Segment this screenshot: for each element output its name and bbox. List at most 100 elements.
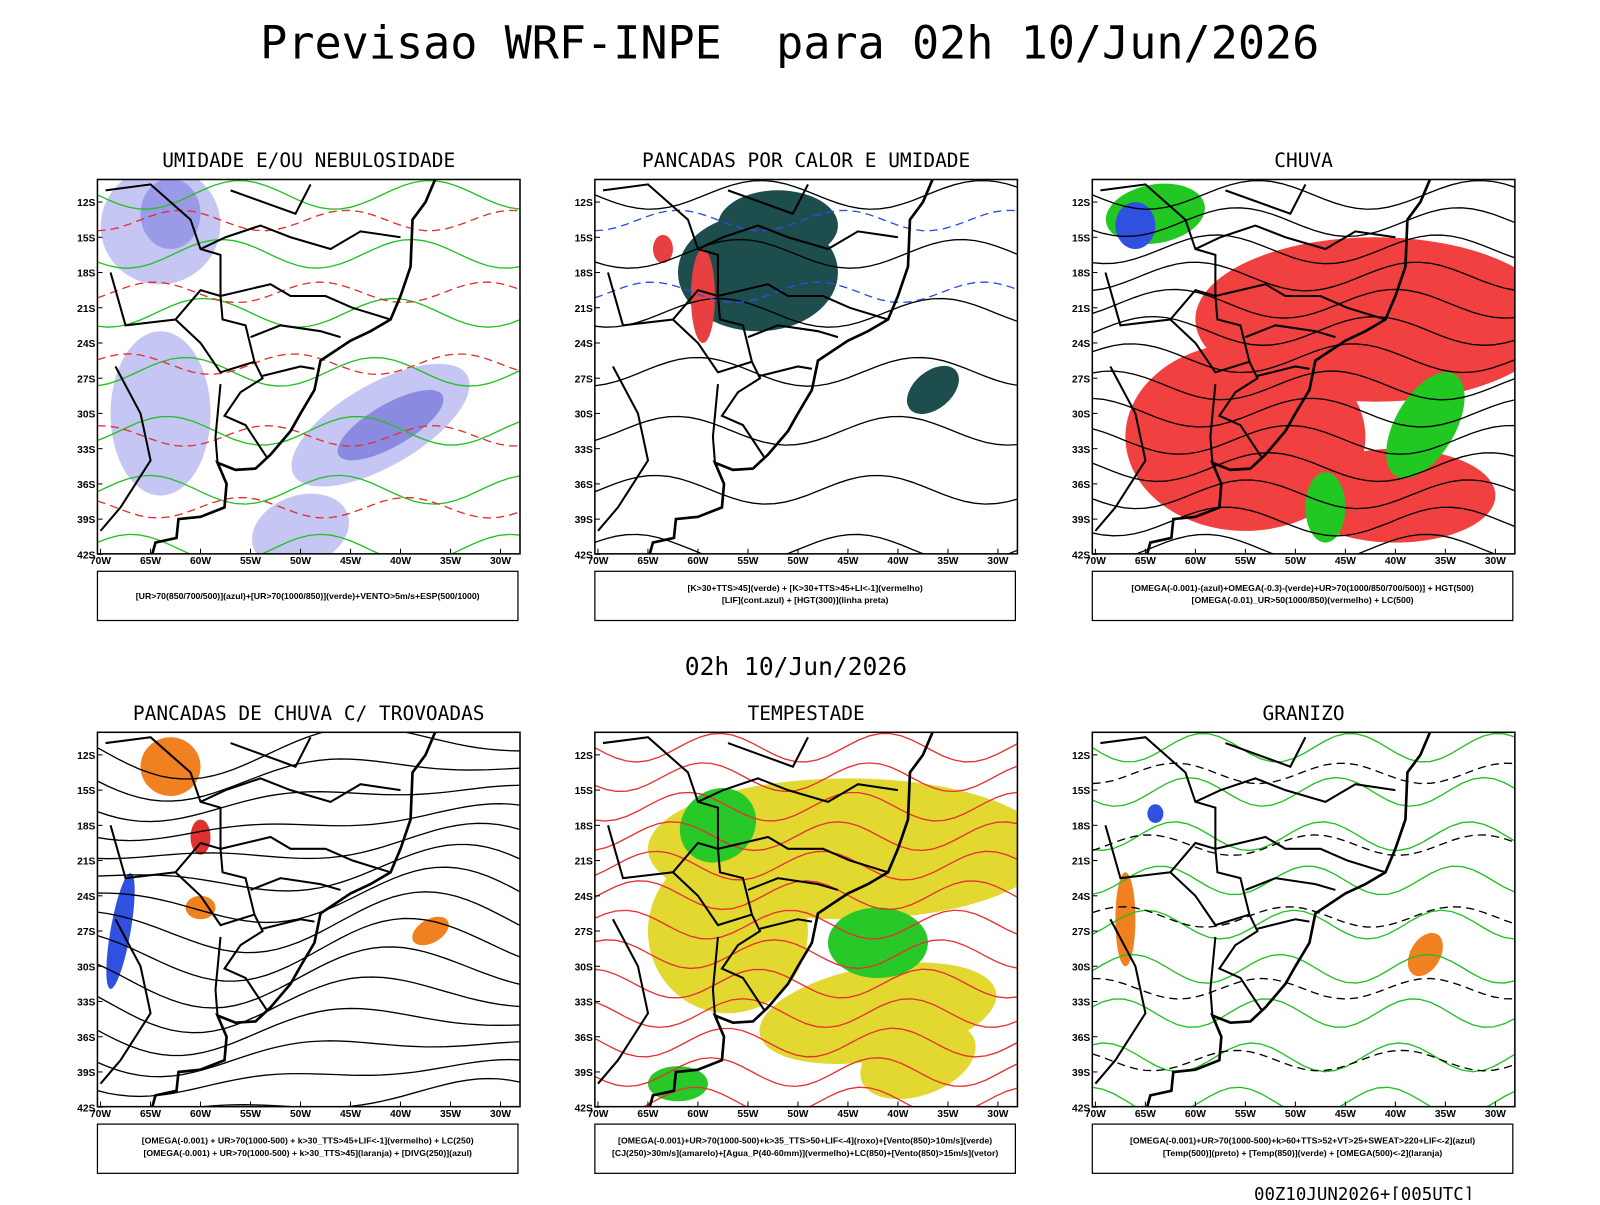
y-tick-label: 15S bbox=[575, 233, 593, 244]
border-line bbox=[727, 183, 809, 216]
contour-line bbox=[97, 415, 520, 446]
y-tick-label: 42S bbox=[575, 550, 593, 561]
contour-line bbox=[1092, 479, 1515, 510]
y-tick-label: 18S bbox=[1072, 821, 1090, 832]
border-line bbox=[1209, 936, 1217, 1016]
legend-text: [K>30+TTS>45](verde) + [K>30+TTS>45+LI<-… bbox=[687, 583, 922, 593]
border-line bbox=[1215, 835, 1386, 874]
y-tick-label: 18S bbox=[575, 821, 593, 832]
contour-line bbox=[97, 297, 520, 328]
border-line bbox=[697, 777, 899, 803]
border-line bbox=[99, 365, 152, 532]
map-panel: UMIDADE E/OU NEBULOSIDADE 12S 15S 18S 21S 24S… bbox=[77, 149, 521, 622]
x-tick-label: 70W bbox=[1085, 556, 1106, 567]
x-tick-label: 40W bbox=[390, 556, 411, 567]
x-tick-label: 40W bbox=[1385, 1109, 1406, 1120]
y-tick-label: 39S bbox=[77, 515, 95, 526]
y-tick-label: 36S bbox=[77, 480, 95, 491]
y-tick-label: 27S bbox=[1072, 927, 1090, 938]
map-area bbox=[1092, 732, 1515, 1107]
legend-text: [OMEGA(-0.001)+UR>70(1000-500)+k>35_TTS>… bbox=[618, 1136, 992, 1146]
shaded-area bbox=[1115, 872, 1136, 967]
contour-line bbox=[1092, 343, 1515, 374]
border-line bbox=[220, 283, 391, 321]
dashed-contour bbox=[594, 281, 1018, 304]
x-tick-label: 50W bbox=[1285, 556, 1306, 567]
dashed-contour bbox=[1092, 834, 1515, 857]
y-tick-label: 30S bbox=[1072, 410, 1090, 421]
y-tick-label: 12S bbox=[1072, 751, 1090, 762]
map-area bbox=[594, 179, 1018, 554]
y-tick-label: 36S bbox=[1072, 1033, 1090, 1044]
border-line bbox=[1194, 224, 1396, 251]
dashed-contour bbox=[97, 281, 520, 304]
y-tick-label: 42S bbox=[77, 1103, 95, 1114]
shaded-area bbox=[190, 819, 211, 855]
legend-text: [OMEGA(-0.001)+UR>70(1000-500)+k>60+TTS>… bbox=[1130, 1136, 1475, 1146]
contour-line bbox=[594, 474, 1018, 505]
legend-text: [UR>70(850/700/500)](azul)+[UR>70(1000/8… bbox=[136, 591, 480, 601]
contour-line bbox=[594, 415, 1018, 446]
border-line bbox=[262, 918, 315, 930]
panel-title: PANCADAS DE CHUVA C/ TROVOADAS bbox=[133, 702, 485, 725]
border-line bbox=[1225, 736, 1307, 768]
y-tick-label: 36S bbox=[1072, 480, 1090, 491]
border-line bbox=[672, 318, 753, 374]
x-tick-label: 60W bbox=[190, 556, 211, 567]
y-tick-label: 30S bbox=[77, 962, 95, 973]
shaded-area bbox=[652, 234, 673, 264]
x-tick-label: 45W bbox=[340, 556, 361, 567]
border-line bbox=[1257, 918, 1310, 930]
border-line bbox=[717, 835, 889, 874]
x-tick-label: 55W bbox=[1235, 1109, 1256, 1120]
panel-title: TEMPESTADE bbox=[748, 702, 865, 725]
shaded-area bbox=[647, 848, 808, 1014]
contour-line bbox=[97, 891, 520, 954]
y-tick-label: 21S bbox=[575, 304, 593, 315]
map-area bbox=[97, 732, 520, 1107]
contour-line bbox=[594, 850, 1018, 881]
border-line bbox=[759, 365, 813, 377]
legend-text: [Temp(500)](preto) + [Temp(850)](verde) … bbox=[1163, 1148, 1443, 1158]
contour-line bbox=[97, 356, 520, 387]
x-tick-label: 65W bbox=[140, 1109, 161, 1120]
x-tick-label: 40W bbox=[887, 1109, 908, 1120]
legend-text: [CJ(250)>30m/s](amarelo)+[Agua_P(40-60mm… bbox=[612, 1148, 998, 1158]
contour-line bbox=[1092, 865, 1515, 896]
dashed-contour bbox=[97, 496, 520, 519]
border-line bbox=[105, 736, 268, 1011]
x-tick-label: 65W bbox=[140, 556, 161, 567]
y-tick-label: 30S bbox=[1072, 962, 1090, 973]
contour-line bbox=[594, 238, 1018, 269]
shaded-area bbox=[185, 895, 216, 920]
x-tick-label: 60W bbox=[190, 1109, 211, 1120]
subtitle: 02h 10/Jun/2026 bbox=[685, 652, 907, 681]
x-tick-label: 55W bbox=[240, 556, 261, 567]
y-tick-label: 36S bbox=[575, 480, 593, 491]
x-tick-label: 35W bbox=[440, 1109, 461, 1120]
x-tick-label: 50W bbox=[787, 556, 808, 567]
x-tick-label: 30W bbox=[987, 556, 1008, 567]
panel-title: CHUVA bbox=[1274, 149, 1333, 172]
contour-line bbox=[594, 179, 1018, 210]
contour-line bbox=[97, 822, 520, 860]
x-tick-label: 70W bbox=[90, 556, 111, 567]
y-tick-label: 33S bbox=[575, 998, 593, 1009]
y-tick-label: 39S bbox=[77, 1068, 95, 1079]
map-panel: GRANIZO 12S 15S 18S 21S 24S 27S 30S 33S 36S 39S 42S… bbox=[1072, 702, 1516, 1174]
shaded-area bbox=[717, 190, 838, 261]
x-tick-label: 45W bbox=[837, 1109, 858, 1120]
map-background bbox=[1092, 732, 1515, 1107]
border-line bbox=[1209, 384, 1217, 463]
contour-line bbox=[594, 356, 1018, 387]
x-tick-label: 35W bbox=[937, 1109, 958, 1120]
border-line bbox=[200, 777, 401, 803]
contour-line bbox=[1092, 288, 1515, 319]
y-tick-label: 21S bbox=[77, 304, 95, 315]
shaded-area bbox=[1305, 472, 1346, 543]
contour-line bbox=[1092, 424, 1515, 455]
x-tick-label: 30W bbox=[1485, 556, 1506, 567]
contour-line bbox=[1092, 1042, 1515, 1073]
dashed-contour bbox=[1092, 905, 1515, 928]
y-tick-label: 33S bbox=[1072, 998, 1090, 1009]
